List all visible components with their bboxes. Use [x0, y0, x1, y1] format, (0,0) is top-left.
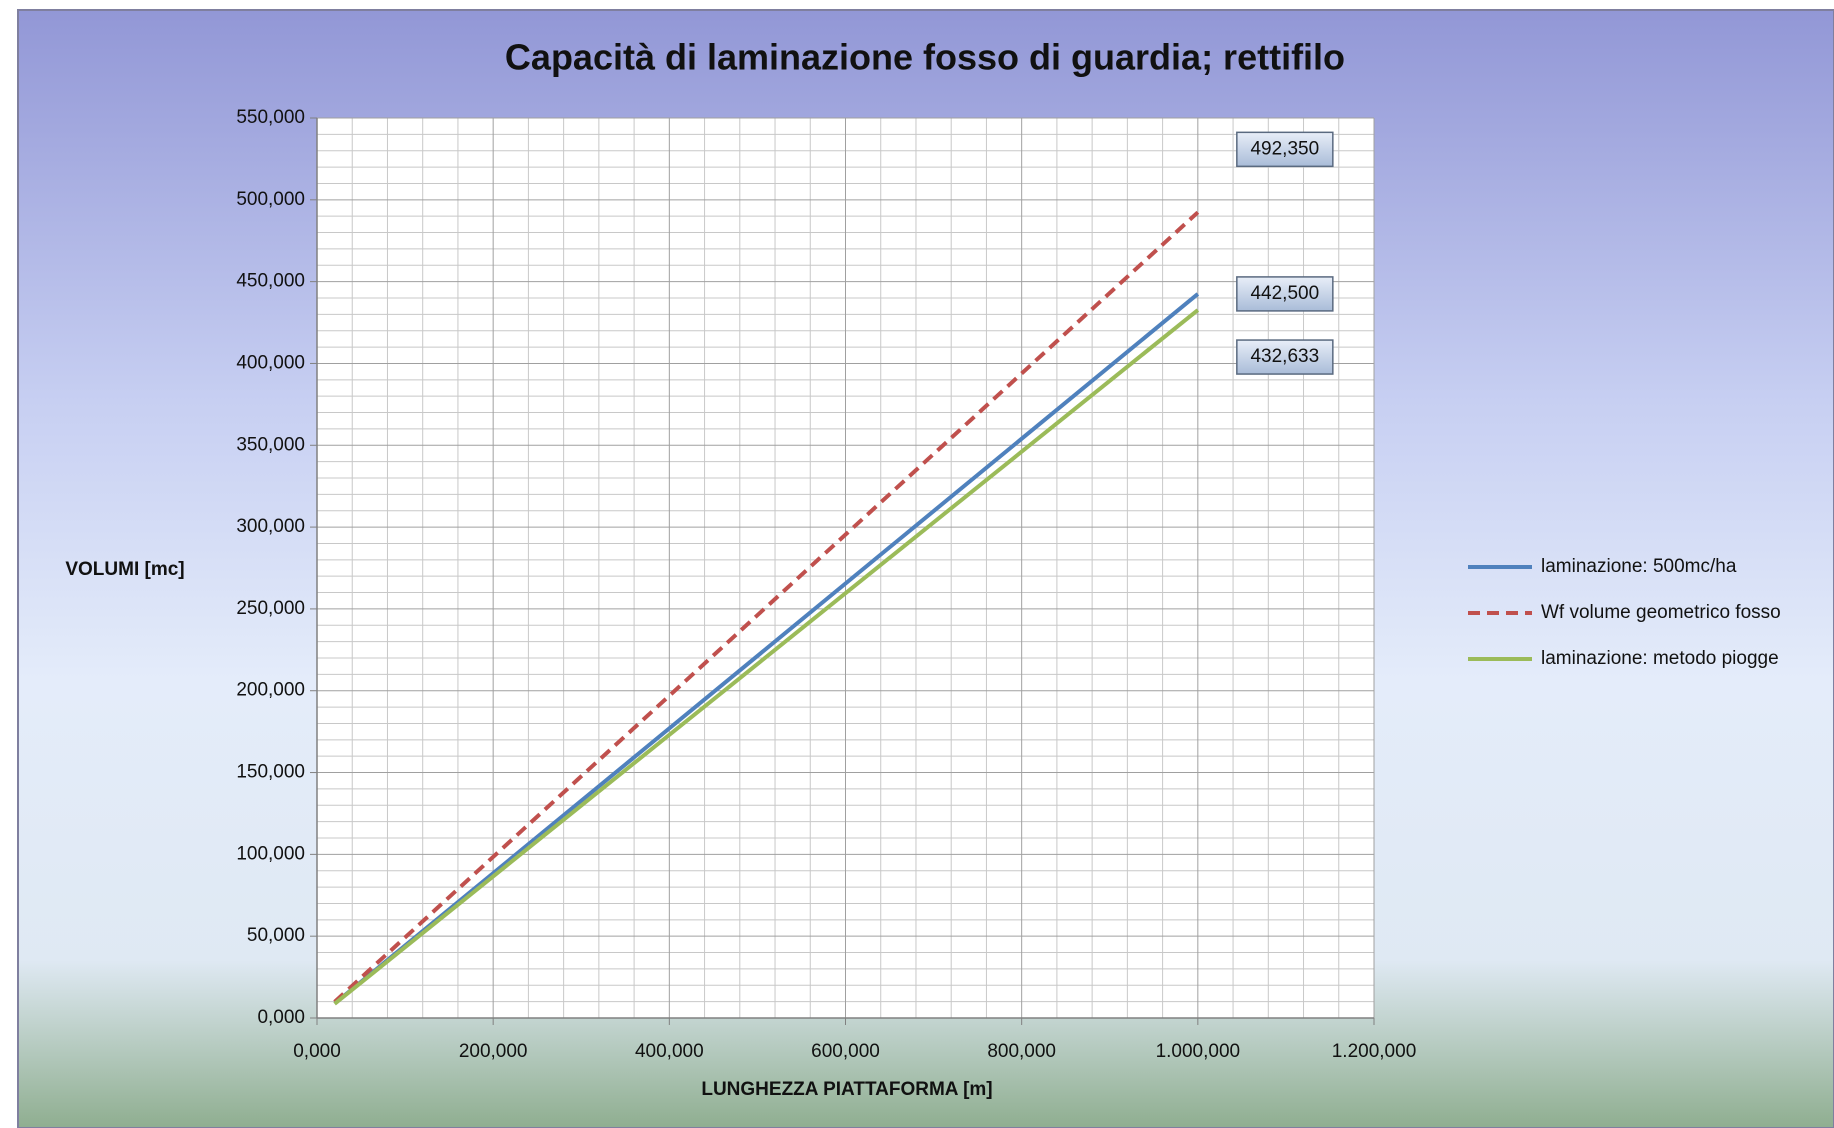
y-tick-label: 400,000 [236, 352, 305, 373]
y-tick-label: 200,000 [236, 680, 305, 701]
x-tick-label: 600,000 [811, 1041, 880, 1062]
y-tick-label: 250,000 [236, 598, 305, 619]
y-axis-title: VOLUMI [mc] [65, 559, 184, 580]
x-tick-label: 0,000 [293, 1041, 341, 1062]
legend-label: laminazione: metodo piogge [1541, 648, 1779, 669]
y-tick-label: 500,000 [236, 189, 305, 210]
series-line [333, 308, 1200, 1006]
x-tick-label: 200,000 [459, 1041, 528, 1062]
data-label-box [1236, 131, 1334, 168]
series-line [333, 210, 1200, 1004]
data-label-box [1236, 339, 1334, 375]
x-tick-label: 1.000,000 [1156, 1041, 1241, 1062]
y-tick-label: 350,000 [236, 434, 305, 455]
legend-label: laminazione: 500mc/ha [1541, 556, 1737, 577]
x-tick-label: 800,000 [987, 1041, 1056, 1062]
y-tick-label: 50,000 [247, 925, 305, 946]
x-tick-label: 1.200,000 [1332, 1041, 1417, 1062]
y-tick-label: 450,000 [236, 271, 305, 292]
data-label: 492,350 [1250, 138, 1319, 159]
legend-label: Wf volume geometrico fosso [1541, 602, 1781, 623]
y-tick-label: 550,000 [236, 107, 305, 128]
data-label: 432,633 [1250, 346, 1319, 367]
data-label-box [1236, 276, 1334, 312]
y-tick-label: 0,000 [257, 1007, 305, 1028]
series-line [333, 292, 1200, 1006]
chart-title: Capacità di laminazione fosso di guardia… [505, 37, 1345, 78]
y-tick-label: 100,000 [236, 843, 305, 864]
y-tick-label: 300,000 [236, 516, 305, 537]
y-tick-label: 150,000 [236, 762, 305, 783]
x-axis-title: LUNGHEZZA PIATTAFORMA [m] [701, 1079, 992, 1100]
data-label: 442,500 [1250, 283, 1319, 304]
x-tick-label: 400,000 [635, 1041, 704, 1062]
